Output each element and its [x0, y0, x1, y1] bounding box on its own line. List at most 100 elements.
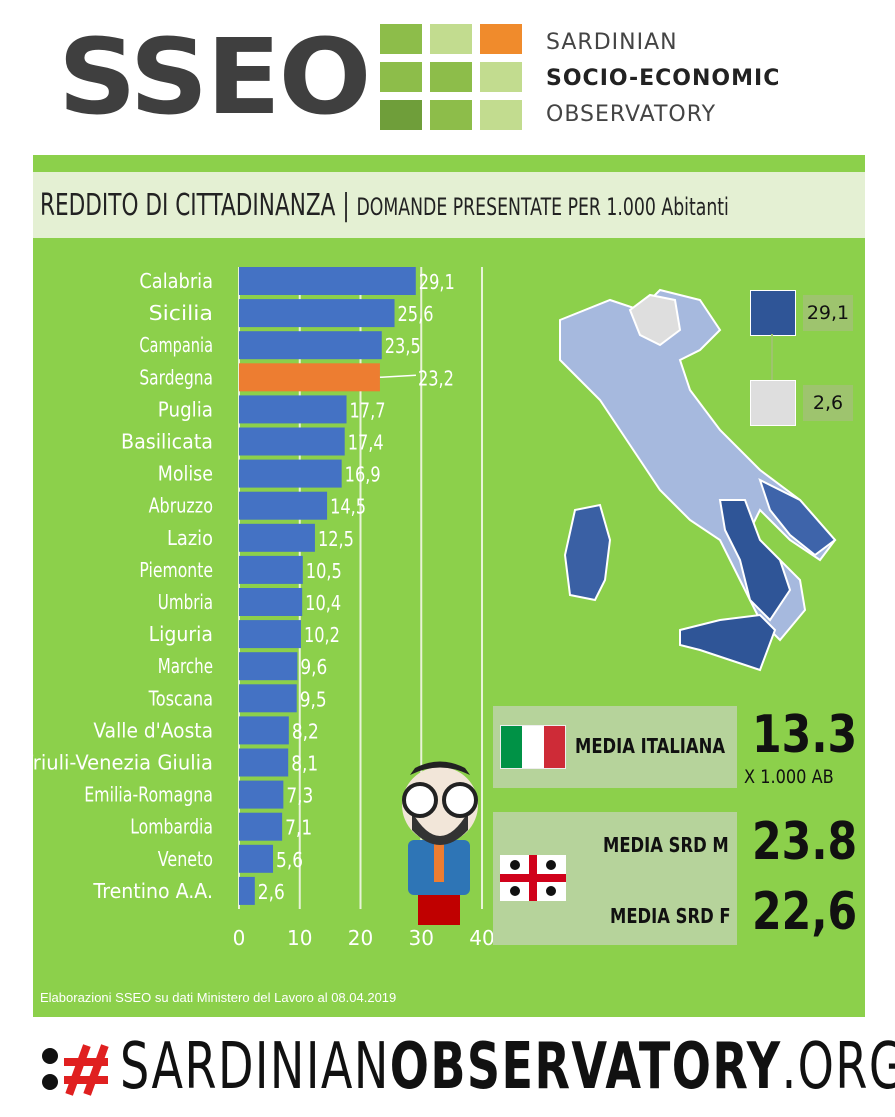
value-label: 16,9: [345, 463, 381, 487]
source-note: Elaborazioni SSEO su dati Ministero del …: [40, 990, 397, 1005]
bar-emilia-romagna: [239, 780, 284, 809]
org-name-line2: SOCIO-ECONOMIC: [546, 66, 781, 91]
media-srd-m-value: 23.8: [752, 812, 858, 872]
value-label: 9,6: [300, 655, 327, 679]
logo-tile: [380, 100, 422, 130]
title-main: REDDITO DI CITTADINANZA: [40, 188, 336, 223]
logo-tile: [380, 62, 422, 92]
category-label: Basilicata: [121, 430, 213, 454]
bar-friuli-venezia-giulia: [239, 748, 289, 777]
x-tick-label: 20: [348, 926, 373, 950]
bar-toscana: [239, 684, 297, 713]
value-label: 14,5: [330, 495, 366, 519]
value-label: 5,6: [276, 848, 303, 872]
category-label: Abruzzo: [149, 494, 213, 518]
value-label: 17,7: [350, 398, 386, 422]
media-italiana-label: MEDIA ITALIANA: [575, 734, 726, 758]
value-label: 2,6: [258, 880, 285, 904]
value-labels: 29,1 25,6 23,5 23,2 17,7 17,4 16,9 14,5 12,5 10,5…: [258, 270, 455, 904]
sardegna-region: [563, 503, 612, 602]
logo-tile: [480, 100, 522, 130]
chart-title: REDDITO DI CITTADINANZA | DOMANDE PRESEN…: [40, 188, 729, 223]
value-label: 8,1: [291, 752, 318, 776]
x-tick-label: 40: [469, 926, 494, 950]
media-italiana-unit: X 1.000 AB: [744, 766, 834, 788]
category-label: Puglia: [158, 397, 213, 421]
site-part3: .ORG: [781, 1030, 895, 1104]
legend-max-swatch: [750, 290, 796, 336]
category-label: Lombardia: [130, 815, 213, 839]
site-part2: OBSERVATORY: [389, 1030, 782, 1104]
bar-molise: [239, 459, 342, 488]
category-label: Liguria: [149, 622, 213, 646]
category-label: Lazio: [167, 526, 213, 550]
category-labels: Calabria Sicilia Campania Sardegna Puglia Bas…: [23, 269, 213, 903]
bar-campania: [239, 331, 382, 360]
mascot-hair: [410, 761, 470, 775]
org-name-line3: OBSERVATORY: [546, 102, 717, 127]
value-label: 25,6: [398, 302, 434, 326]
title-subtitle: DOMANDE PRESENTATE PER 1.000 Abitanti: [356, 193, 729, 221]
media-srd-m-label: MEDIA SRD M: [603, 833, 729, 857]
bars-group: [239, 267, 416, 905]
trentino-region: [628, 293, 682, 347]
value-label: 10,4: [305, 591, 341, 615]
bar-calabria: [239, 267, 416, 295]
legend-max-value: 29,1: [803, 295, 853, 331]
value-label: 23,2: [418, 366, 454, 390]
italy-map: [559, 288, 837, 672]
bar-abruzzo: [239, 491, 328, 520]
category-label: Trentino A.A.: [92, 879, 213, 903]
category-label: Emilia-Romagna: [84, 783, 213, 807]
x-tick-label: 0: [233, 926, 246, 950]
category-label: Sicilia: [149, 301, 213, 325]
category-label: Sardegna: [139, 365, 213, 389]
site-part1: SARDINIAN: [120, 1030, 390, 1104]
logo-tile: [430, 100, 472, 130]
org-name-line1: SARDINIAN: [546, 30, 678, 55]
logo-tile: [430, 24, 472, 54]
bar-piemonte: [239, 555, 303, 584]
title-bar: [33, 172, 865, 238]
category-label: Umbria: [158, 590, 213, 614]
category-label: Marche: [158, 654, 213, 678]
media-srd-f-value: 22,6: [752, 882, 858, 942]
category-label: Friuli-Venezia Giulia: [23, 751, 213, 775]
category-label: Valle d'Aosta: [93, 718, 213, 742]
logo-mosaic: [380, 24, 525, 134]
bar-marche: [239, 652, 298, 681]
legend-connector: [771, 334, 773, 380]
bar-lombardia: [239, 812, 283, 841]
value-label: 7,3: [286, 784, 313, 808]
bar-umbria: [239, 588, 303, 616]
logo-tile: [430, 62, 472, 92]
value-label: 29,1: [419, 270, 455, 294]
website-url: SARDINIANOBSERVATORY.ORG: [120, 1030, 895, 1104]
bar-liguria: [239, 620, 301, 649]
bar-veneto: [239, 844, 274, 873]
bar-sicilia: [239, 299, 395, 328]
logo-tile: [480, 62, 522, 92]
value-label: 10,2: [304, 623, 340, 647]
value-label: 17,4: [348, 431, 384, 455]
category-label: Piemonte: [139, 558, 213, 582]
calabria-campania-region: [718, 499, 792, 622]
logo-wordmark: SSEO: [58, 16, 372, 138]
x-tick-label: 30: [409, 926, 434, 950]
category-label: Calabria: [139, 269, 213, 293]
hashtag-icon: [42, 1044, 109, 1096]
value-label: 12,5: [318, 527, 354, 551]
legend-min-swatch: [750, 380, 796, 426]
bar-valle-d-aosta: [239, 716, 289, 745]
category-label: Veneto: [158, 847, 213, 871]
category-label: Campania: [139, 333, 213, 357]
legend-min-value: 2,6: [803, 385, 853, 421]
value-label: 23,5: [385, 334, 421, 358]
mascot-tie: [434, 842, 444, 882]
value-label: 8,2: [292, 719, 319, 743]
leader-line: [379, 374, 416, 379]
x-tick-labels: 0 10 20 30 40: [233, 926, 495, 950]
x-tick-label: 10: [287, 926, 312, 950]
bar-basilicata: [239, 427, 345, 456]
